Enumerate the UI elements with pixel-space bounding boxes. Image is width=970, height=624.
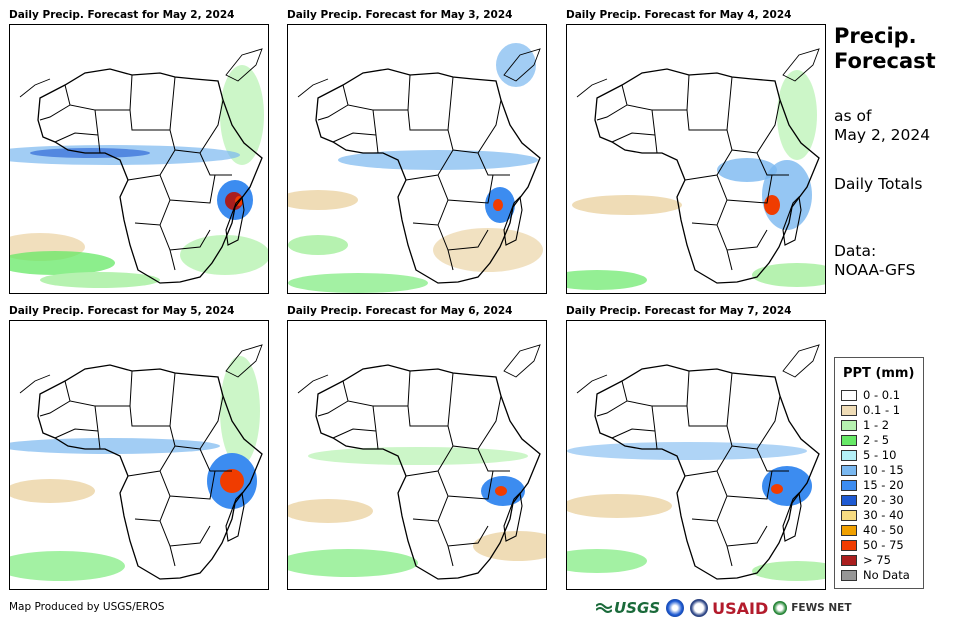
panel-title: Daily Precip. Forecast for May 6, 2024 bbox=[287, 305, 513, 317]
legend-swatch bbox=[841, 554, 857, 566]
legend-item: 15 - 20 bbox=[841, 478, 904, 492]
legend-swatch bbox=[841, 404, 857, 416]
partner-logos: USGS USAID FEWS NET bbox=[596, 597, 852, 619]
as-of-block: as of May 2, 2024 bbox=[834, 107, 930, 145]
product-title-line2: Forecast bbox=[834, 49, 936, 73]
precip-map bbox=[566, 320, 826, 590]
africa-map-graphic bbox=[10, 344, 263, 581]
legend-swatch bbox=[841, 464, 857, 476]
legend-label: 0 - 0.1 bbox=[863, 388, 901, 402]
legend-item: 2 - 5 bbox=[841, 433, 889, 447]
product-title: Precip. Forecast bbox=[834, 24, 936, 74]
legend-item: 0.1 - 1 bbox=[841, 403, 900, 417]
africa-map-graphic bbox=[288, 344, 546, 580]
legend-item: 1 - 2 bbox=[841, 418, 889, 432]
africa-map-graphic bbox=[567, 344, 825, 581]
usaid-logo: USAID bbox=[712, 598, 769, 618]
legend-label: 15 - 20 bbox=[863, 478, 904, 492]
legend-label: 40 - 50 bbox=[863, 523, 904, 537]
legend-swatch bbox=[841, 434, 857, 446]
africa-map-graphic bbox=[10, 48, 268, 288]
usgs-logo-text: USGS bbox=[614, 599, 661, 617]
legend-label: 10 - 15 bbox=[863, 463, 904, 477]
legend-swatch bbox=[841, 524, 857, 536]
legend-item: 40 - 50 bbox=[841, 523, 904, 537]
precip-map bbox=[566, 24, 826, 294]
usgs-wave-icon bbox=[596, 603, 612, 613]
legend-item: 50 - 75 bbox=[841, 538, 904, 552]
legend-swatch bbox=[841, 449, 857, 461]
daily-totals-label: Daily Totals bbox=[834, 175, 923, 193]
legend-item: 20 - 30 bbox=[841, 493, 904, 507]
legend-label: 0.1 - 1 bbox=[863, 403, 901, 417]
legend-swatch bbox=[841, 539, 857, 551]
legend-item: No Data bbox=[841, 568, 910, 582]
precip-map bbox=[287, 320, 547, 590]
data-source-value: NOAA-GFS bbox=[834, 261, 916, 279]
legend-label: > 75 bbox=[863, 553, 891, 567]
precip-legend: PPT (mm) 0 - 0.1 0.1 - 1 1 - 2 2 - 5 5 -… bbox=[834, 357, 924, 589]
panel-title: Daily Precip. Forecast for May 2, 2024 bbox=[9, 9, 235, 21]
product-title-line1: Precip. bbox=[834, 24, 917, 48]
usda-seal-icon bbox=[690, 599, 709, 617]
legend-swatch bbox=[841, 509, 857, 521]
legend-label: 30 - 40 bbox=[863, 508, 904, 522]
precip-map bbox=[9, 24, 269, 294]
legend-label: 20 - 30 bbox=[863, 493, 904, 507]
precip-map bbox=[287, 24, 547, 294]
fews-net-logo: FEWS NET bbox=[791, 602, 852, 614]
legend-label: 1 - 2 bbox=[863, 418, 890, 432]
africa-map-graphic bbox=[567, 48, 825, 290]
legend-swatch bbox=[841, 494, 857, 506]
legend-label: 2 - 5 bbox=[863, 433, 890, 447]
precip-map bbox=[9, 320, 269, 590]
legend-title: PPT (mm) bbox=[843, 366, 915, 381]
usgs-logo: USGS bbox=[596, 599, 660, 617]
legend-item: 30 - 40 bbox=[841, 508, 904, 522]
legend-swatch bbox=[841, 419, 857, 431]
africa-map-graphic bbox=[288, 43, 543, 293]
legend-swatch bbox=[841, 479, 857, 491]
as-of-label: as of bbox=[834, 107, 872, 125]
data-source-label: Data: bbox=[834, 242, 877, 260]
legend-swatch bbox=[841, 569, 857, 581]
legend-label: No Data bbox=[863, 568, 910, 582]
legend-item: > 75 bbox=[841, 553, 891, 567]
panel-title: Daily Precip. Forecast for May 4, 2024 bbox=[566, 9, 792, 21]
legend-label: 5 - 10 bbox=[863, 448, 897, 462]
panel-title: Daily Precip. Forecast for May 5, 2024 bbox=[9, 305, 235, 317]
panel-title: Daily Precip. Forecast for May 3, 2024 bbox=[287, 9, 513, 21]
legend-swatch bbox=[841, 389, 857, 401]
legend-item: 0 - 0.1 bbox=[841, 388, 900, 402]
panel-title: Daily Precip. Forecast for May 7, 2024 bbox=[566, 305, 792, 317]
legend-label: 50 - 75 bbox=[863, 538, 904, 552]
as-of-date: May 2, 2024 bbox=[834, 126, 931, 144]
fews-globe-icon bbox=[773, 601, 788, 615]
data-source-block: Data: NOAA-GFS bbox=[834, 242, 915, 280]
noaa-logo-icon bbox=[666, 599, 685, 617]
map-credit: Map Produced by USGS/EROS bbox=[9, 601, 165, 613]
legend-item: 10 - 15 bbox=[841, 463, 904, 477]
legend-item: 5 - 10 bbox=[841, 448, 896, 462]
